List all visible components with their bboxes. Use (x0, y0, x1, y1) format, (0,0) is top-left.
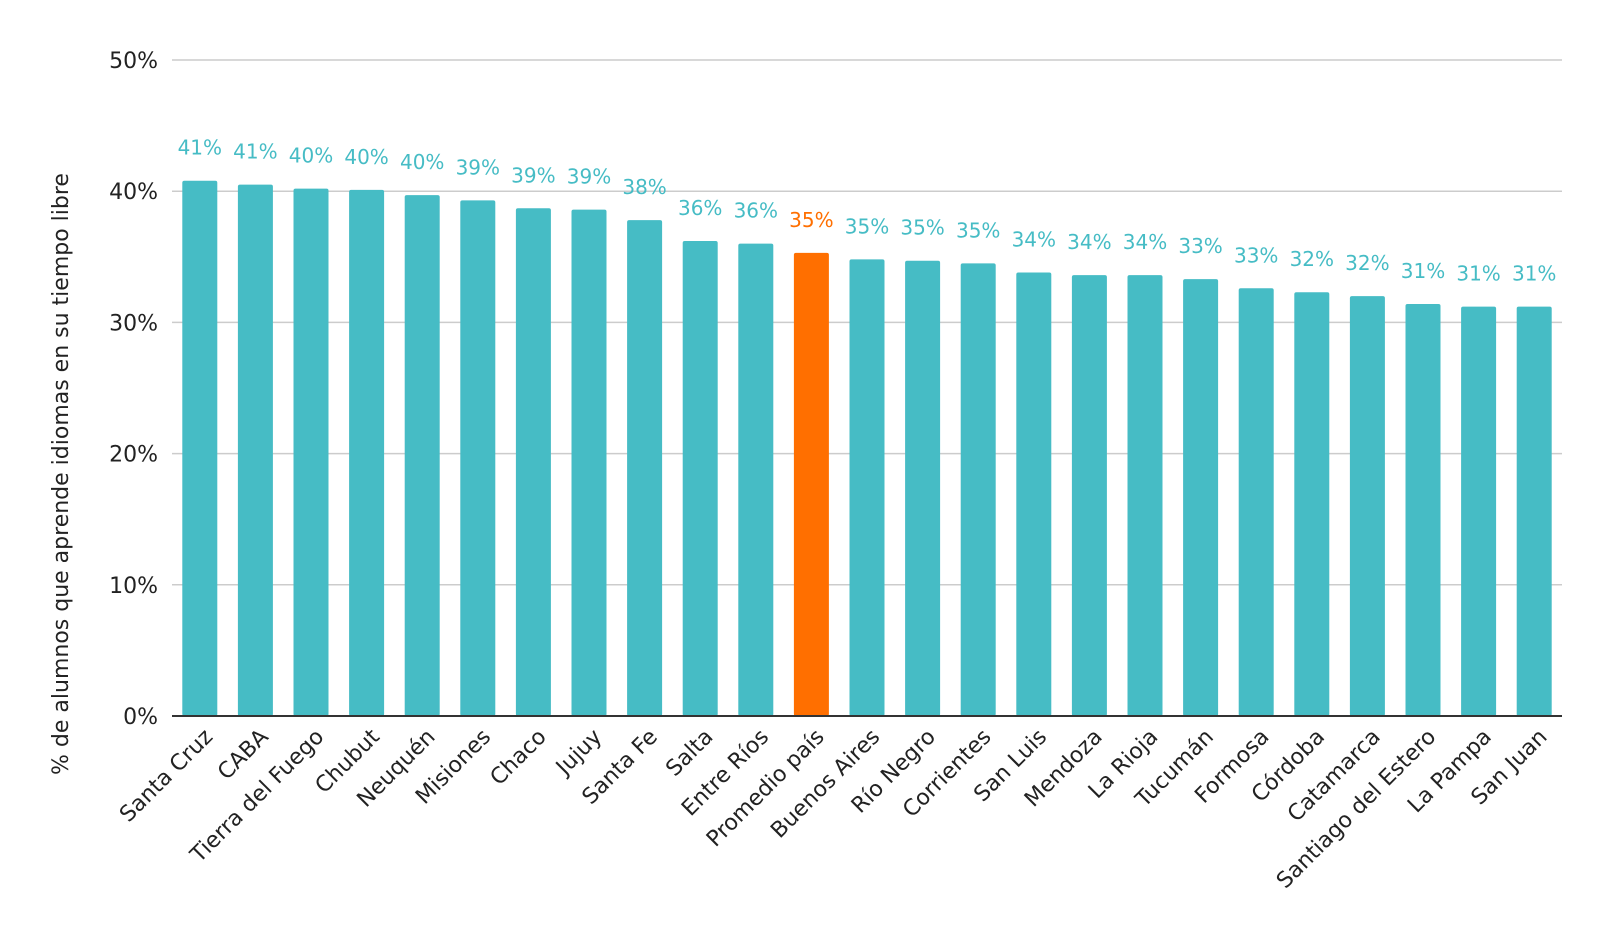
data-label: 39% (511, 163, 555, 187)
y-tick-label: 20% (109, 443, 158, 468)
bar (571, 209, 607, 716)
data-label: 35% (956, 218, 1000, 242)
data-label: 34% (1123, 230, 1167, 254)
bar (1294, 292, 1330, 716)
bar (627, 220, 663, 716)
bar (349, 189, 385, 716)
y-tick-label: 50% (109, 49, 158, 74)
data-label: 40% (400, 150, 444, 174)
data-label: 35% (900, 216, 944, 240)
y-axis-title: % de alumnos que aprende idiomas en su t… (49, 173, 74, 775)
y-tick-label: 0% (123, 705, 158, 730)
data-label: 33% (1178, 234, 1222, 258)
y-axis-ticks: 0% 10% 20% 30% 40% 50% (109, 49, 158, 730)
bar (404, 195, 440, 717)
y-tick-label: 10% (109, 574, 158, 599)
data-label: 39% (567, 165, 611, 189)
bar (682, 241, 718, 716)
bar (293, 188, 329, 717)
bar (1183, 279, 1219, 716)
bars (182, 180, 1552, 717)
data-label: 38% (622, 175, 666, 199)
data-label: 33% (1234, 243, 1278, 267)
bar (849, 259, 885, 716)
data-label: 34% (1012, 228, 1056, 252)
bar (1405, 304, 1441, 716)
data-label: 40% (344, 145, 388, 169)
data-label: 35% (789, 208, 833, 232)
data-label: 41% (178, 136, 222, 160)
x-category-label: Chaco (486, 725, 552, 791)
y-tick-label: 30% (109, 311, 158, 336)
data-label: 35% (845, 214, 889, 238)
bar (793, 252, 829, 716)
data-label: 31% (1401, 259, 1445, 283)
bar (1127, 275, 1163, 716)
data-labels: 41% 41% 40% 40% 40% 39% 39% 39% 38% 36% 36% 35% 35% 3… (178, 136, 1557, 286)
data-label: 40% (289, 144, 333, 168)
bar (460, 200, 496, 716)
data-label: 41% (233, 140, 277, 164)
y-tick-label: 40% (109, 180, 158, 205)
x-category-label: Santa Cruz (115, 725, 218, 828)
bar (1349, 296, 1385, 716)
bar (960, 263, 996, 716)
data-label: 32% (1290, 247, 1334, 271)
data-label: 36% (678, 196, 722, 220)
bar (515, 208, 551, 717)
bar (1516, 306, 1552, 716)
data-label: 32% (1345, 251, 1389, 275)
data-label: 31% (1512, 262, 1556, 286)
data-label: 36% (734, 199, 778, 223)
data-label: 39% (456, 155, 500, 179)
bar (905, 260, 941, 716)
bar (237, 184, 273, 716)
bar (1238, 288, 1274, 716)
bar (1016, 272, 1052, 716)
data-label: 34% (1067, 230, 1111, 254)
bar (738, 243, 774, 716)
bar (1461, 306, 1497, 716)
bar (182, 180, 218, 717)
data-label: 31% (1456, 262, 1500, 286)
bar (1071, 275, 1107, 716)
